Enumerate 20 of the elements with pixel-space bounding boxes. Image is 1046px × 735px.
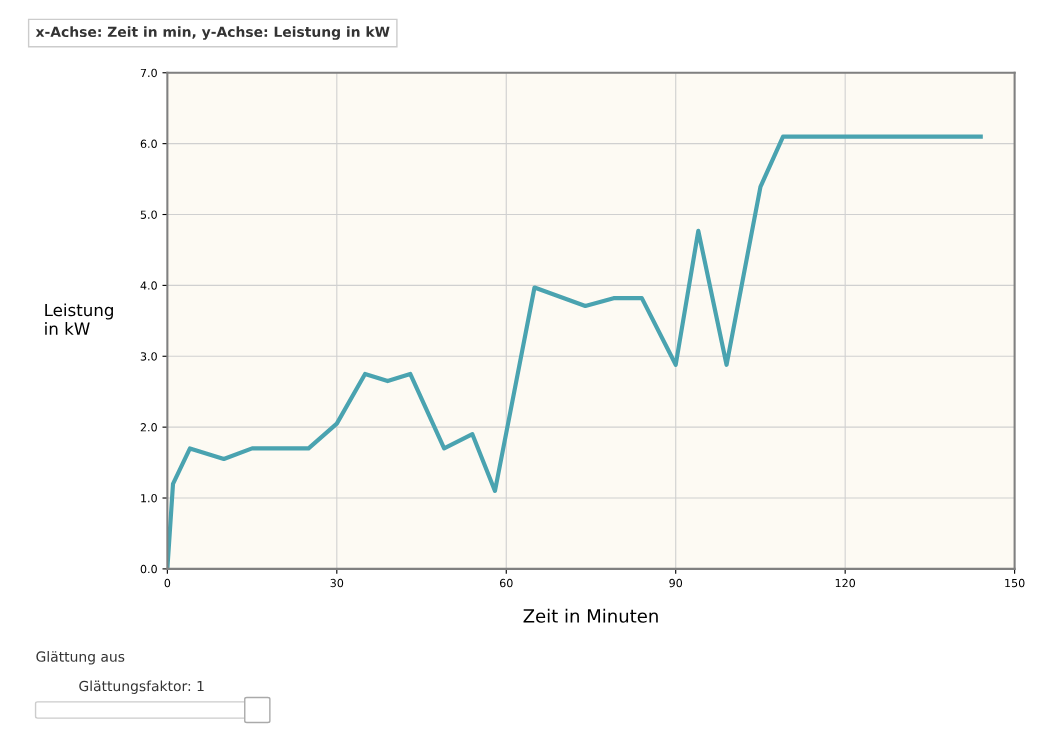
- x-tick-label: 120: [835, 578, 856, 588]
- x-tick-label: 90: [669, 578, 683, 588]
- y-tick-label: 2.0: [140, 423, 157, 432]
- text: Glättung aus: [36, 651, 125, 665]
- x-axis-title: Zeit in Minuten: [523, 608, 658, 623]
- y-tick-label: 7.0: [140, 68, 157, 78]
- y-axis-title: Leistung in kW: [45, 303, 113, 335]
- y-tick-label: 3.0: [140, 352, 157, 361]
- text: Glättungsfaktor: 1: [79, 680, 204, 694]
- y-tick-label: 4.0: [140, 281, 157, 290]
- x-tick-label: 60: [499, 578, 513, 588]
- y-tick-label: 6.0: [140, 139, 157, 149]
- x-tick-label: 0: [164, 578, 171, 588]
- y-tick-label: 5.0: [140, 210, 157, 219]
- x-tick-label: 30: [330, 578, 344, 588]
- y-tick-label: 1.0: [141, 493, 157, 503]
- chart-title: x-Achse: Zeit in min, y-Achse: Leistung in kW: [35, 26, 390, 40]
- y-tick-label: 0.0: [140, 564, 157, 574]
- x-tick-label: 150: [1005, 578, 1025, 588]
- line-series: [167, 134, 983, 569]
